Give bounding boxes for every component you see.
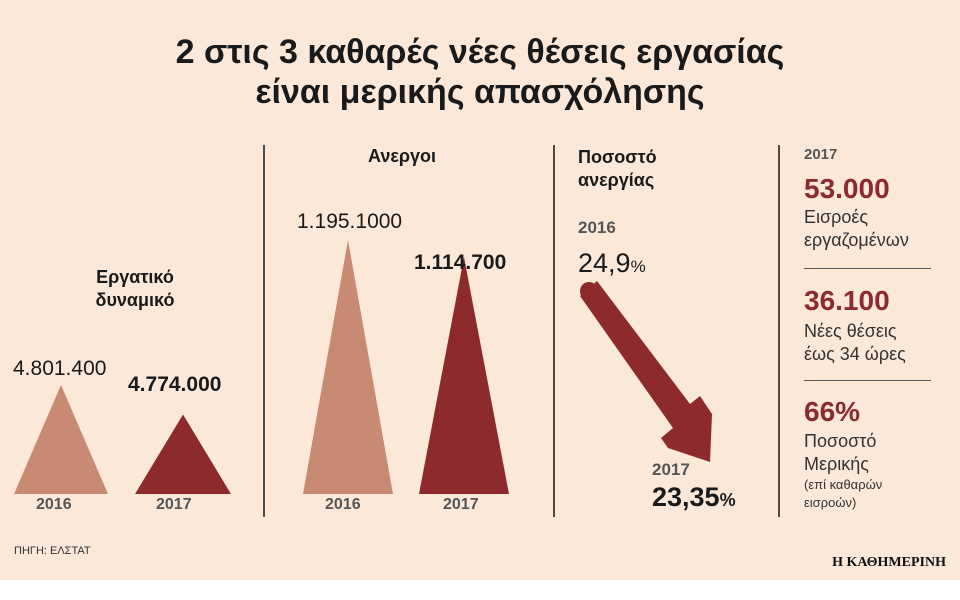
- labor-force-2016-triangle: [14, 385, 108, 494]
- unemployment-rate-2016-pct: %: [630, 257, 646, 276]
- stat-new-jobs-label-line-1: Νέες θέσεις: [804, 321, 897, 341]
- stat-part-time-label: Ποσοστό Μερικής: [804, 430, 876, 476]
- stat-inflows-label-line-1: Εισροές: [804, 207, 869, 227]
- unemployment-rate-2017-pct: %: [719, 490, 736, 510]
- title-line-2: είναι μερικής απασχόλησης: [255, 73, 705, 111]
- unemployment-rate-2016-number: 24,9: [578, 248, 631, 278]
- labor-force-2017-triangle: [135, 414, 231, 494]
- divider-2: [553, 145, 555, 517]
- stat-part-time-label-line-2: Μερικής: [804, 454, 869, 474]
- unemployed-label: Ανεργοι: [368, 146, 437, 166]
- title-line-1: 2 στις 3 καθαρές νέες θέσεις εργασίας: [175, 33, 785, 71]
- labor-force-2016-value: 4.801.400: [13, 357, 107, 380]
- unemployment-rate-2017-year: 2017: [652, 460, 690, 479]
- labor-force-2017-value: 4.774.000: [128, 373, 222, 396]
- unemployment-rate-start-dot: [580, 282, 598, 300]
- labor-force-label-line-2: δυναμικό: [95, 290, 175, 310]
- unemployment-rate-label-line-2: ανεργίας: [578, 170, 655, 190]
- unemployment-rate-label: Ποσοστό ανεργίας: [578, 146, 657, 192]
- source-note: ΠΗΓΗ: ΕΛΣΤΑΤ: [14, 545, 91, 557]
- stat-part-time-note-line-2: εισροών): [804, 495, 857, 510]
- divider-3: [778, 145, 780, 517]
- unemployed-2016-triangle: [303, 240, 393, 494]
- stat-inflows-label: Εισροές εργαζομένων: [804, 206, 909, 252]
- unemployment-rate-2016-year: 2016: [578, 218, 616, 237]
- unemployed-2017-triangle: [419, 257, 509, 494]
- unemployment-rate-2017-number: 23,35: [652, 482, 720, 512]
- stat-new-jobs-value: 36.100: [804, 285, 890, 316]
- unemployed-2016-value: 1.195.1000: [297, 210, 403, 233]
- labor-force-2017-year: 2017: [156, 496, 192, 513]
- unemployment-rate-2016-value: 24,9%: [578, 248, 646, 279]
- infographic-canvas: 2 στις 3 καθαρές νέες θέσεις εργασίας εί…: [0, 0, 960, 580]
- stat-inflows-label-line-2: εργαζομένων: [804, 230, 909, 250]
- stats-year: 2017: [804, 146, 838, 163]
- divider-1: [263, 145, 265, 517]
- chart-graphics: [14, 240, 712, 494]
- stat-part-time-value: 66%: [804, 396, 861, 427]
- unemployment-rate-label-line-1: Ποσοστό: [578, 147, 657, 167]
- unemployment-rate-2017-value: 23,35%: [652, 482, 736, 513]
- brand-logo: Η ΚΑΘΗΜΕΡΙΝΗ: [832, 555, 946, 570]
- labor-force-label: Εργατικό δυναμικό: [60, 266, 210, 312]
- labor-force-label-line-1: Εργατικό: [96, 267, 174, 287]
- stat-new-jobs-label: Νέες θέσεις έως 34 ώρες: [804, 320, 906, 366]
- stat-part-time-note-line-1: (επί καθαρών: [804, 477, 883, 492]
- stats-rule-2: [804, 380, 931, 381]
- unemployed-2017-value: 1.114.700: [414, 251, 507, 274]
- stat-part-time-note: (επί καθαρών εισροών): [804, 476, 882, 512]
- unemployment-rate-arrow: [580, 281, 712, 462]
- unemployed-2016-year: 2016: [325, 496, 361, 513]
- stat-inflows-value: 53.000: [804, 173, 890, 204]
- unemployed-2017-year: 2017: [443, 496, 479, 513]
- labor-force-2016-year: 2016: [36, 496, 72, 513]
- stat-part-time-label-line-1: Ποσοστό: [804, 431, 877, 451]
- stats-rule-1: [804, 268, 931, 269]
- stat-new-jobs-label-line-2: έως 34 ώρες: [804, 344, 906, 364]
